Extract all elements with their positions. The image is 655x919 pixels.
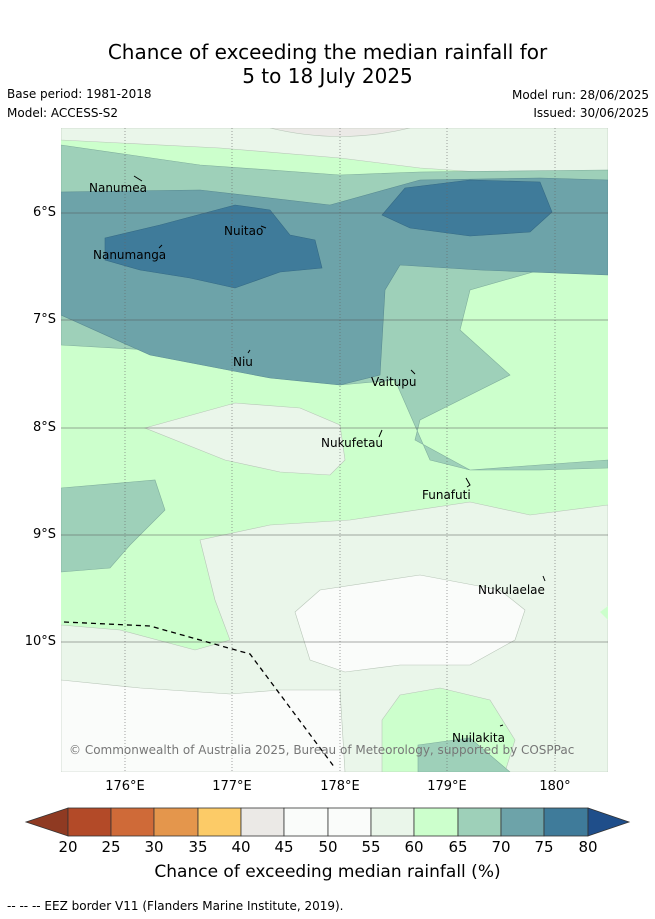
lon-tick-180: 180° <box>539 779 571 794</box>
lat-tick-9s: 9°S <box>32 527 56 542</box>
colorbar-extend-high <box>587 807 631 837</box>
colorbar-tick: 50 <box>318 838 338 856</box>
model-name: Model: ACCESS-S2 <box>7 106 119 120</box>
colorbar-tick: 45 <box>274 838 294 856</box>
lat-tick-8s: 8°S <box>32 420 56 435</box>
place-vaitupu: Vaitupu <box>371 375 417 389</box>
colorbar-tick: 35 <box>188 838 208 856</box>
lat-tick-10s: 10°S <box>24 634 56 649</box>
place-nuilakita: Nuilakita <box>452 731 505 745</box>
place-nukufetau: Nukufetau <box>321 436 383 450</box>
lon-tick-176e: 176°E <box>105 779 145 794</box>
colorbar-extend-low <box>24 807 69 837</box>
place-nanumanga: Nanumanga <box>93 248 166 262</box>
eez-border <box>63 621 336 769</box>
colorbar-tick: 55 <box>361 838 381 856</box>
lon-tick-178e: 178°E <box>320 779 360 794</box>
colorbar-tick: 25 <box>101 838 121 856</box>
place-nuitao: Nuitao <box>224 224 263 238</box>
colorbar-tick: 60 <box>404 838 424 856</box>
base-period: Base period: 1981-2018 <box>7 87 152 101</box>
issued-date: Issued: 30/06/2025 <box>533 106 649 120</box>
title-line-2: 5 to 18 July 2025 <box>242 64 413 88</box>
map-title: Chance of exceeding the median rainfall … <box>0 40 655 88</box>
lat-tick-7s: 7°S <box>32 312 56 327</box>
place-niu: Niu <box>233 355 253 369</box>
place-funafuti: Funafuti <box>422 488 471 502</box>
colorbar-tick: 30 <box>144 838 164 856</box>
colorbar-tick: 75 <box>534 838 554 856</box>
colorbar-tick: 20 <box>58 838 78 856</box>
colorbar-tick: 65 <box>448 838 468 856</box>
colorbar-label: Chance of exceeding median rainfall (%) <box>154 862 501 882</box>
eez-footnote: -- -- -- EEZ border V11 (Flanders Marine… <box>7 899 344 913</box>
title-line-1: Chance of exceeding the median rainfall … <box>107 40 548 64</box>
colorbar-tick: 70 <box>491 838 511 856</box>
lon-tick-179e: 179°E <box>427 779 467 794</box>
place-nukulaelae: Nukulaelae <box>478 583 545 597</box>
place-nanumea: Nanumea <box>89 181 147 195</box>
lon-tick-177e: 177°E <box>212 779 252 794</box>
copyright-text: © Commonwealth of Australia 2025, Bureau… <box>69 743 574 757</box>
model-run: Model run: 28/06/2025 <box>511 88 649 102</box>
colorbar-tick: 40 <box>231 838 251 856</box>
colorbar <box>24 807 631 837</box>
colorbar-tick: 80 <box>578 838 598 856</box>
lat-tick-6s: 6°S <box>32 205 56 220</box>
